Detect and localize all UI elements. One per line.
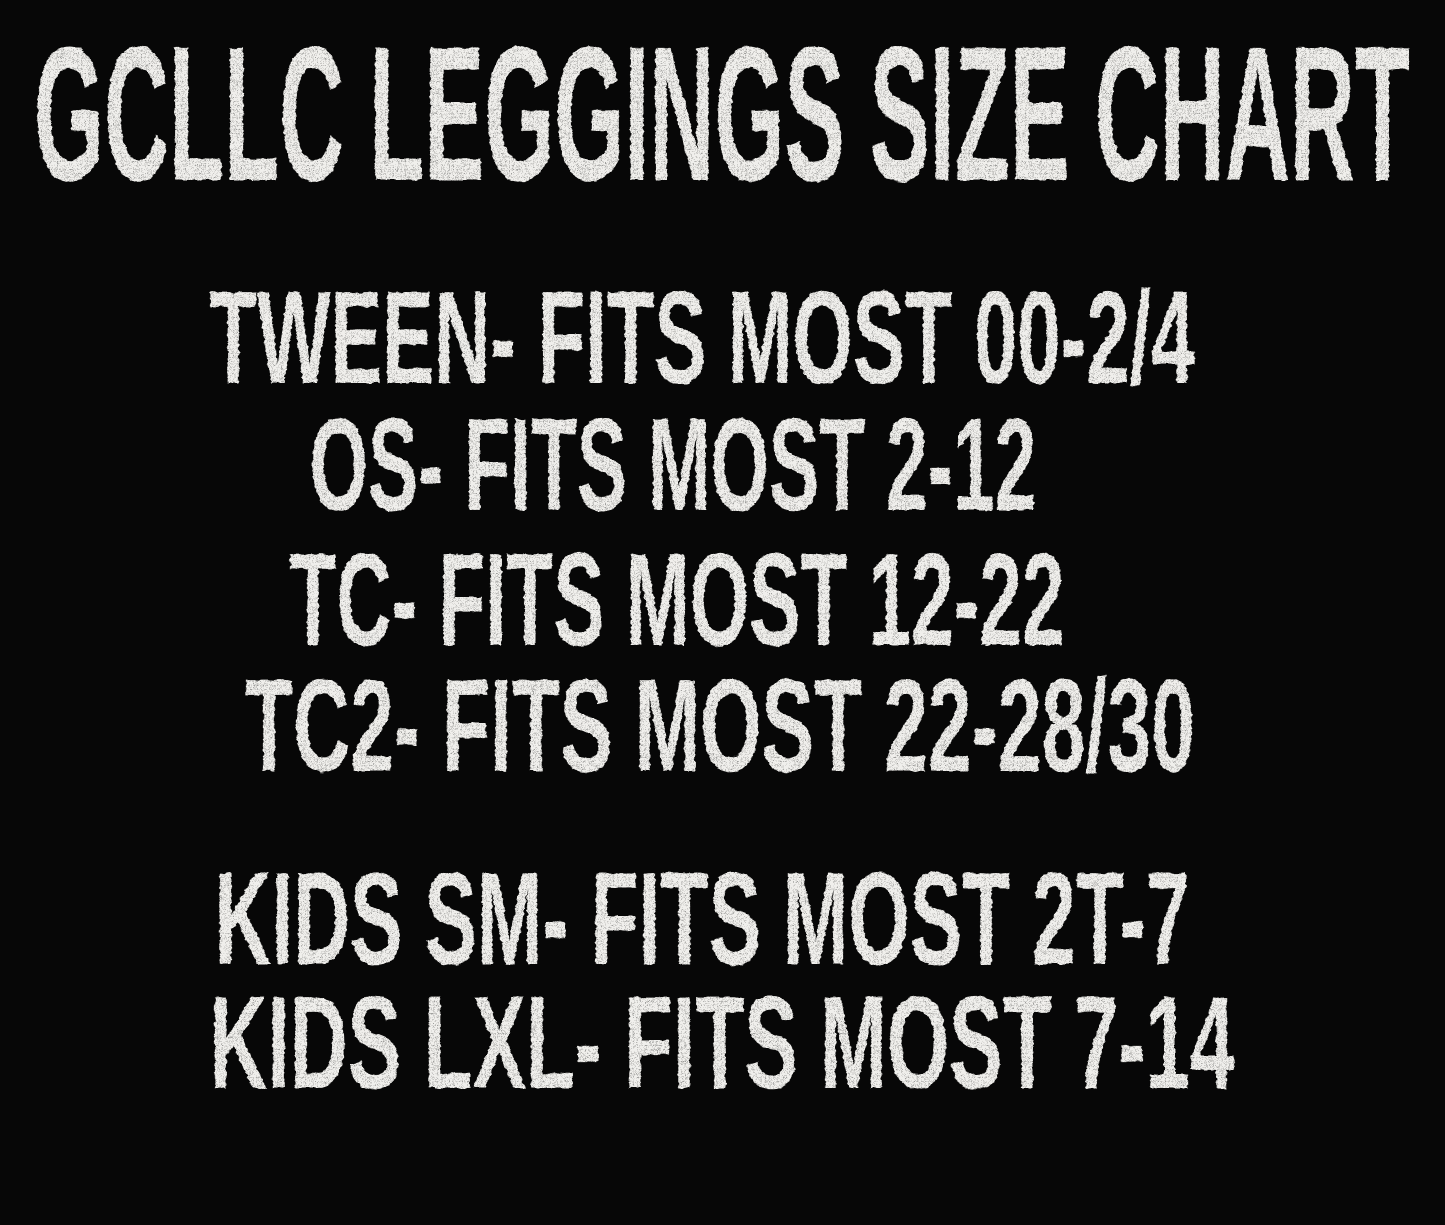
svg-text:TWEEN- FITS MOST 00-2/4: TWEEN- FITS MOST 00-2/4 (210, 264, 1195, 411)
svg-text:OS- FITS MOST 2-12: OS- FITS MOST 2-12 (310, 391, 1037, 538)
svg-text:TC2- FITS MOST 22-28/30: TC2- FITS MOST 22-28/30 (245, 652, 1195, 799)
svg-text:GCLLC LEGGINGS SIZE CHART: GCLLC LEGGINGS SIZE CHART (34, 6, 1410, 221)
svg-text:KIDS LXL- FITS MOST 7-14: KIDS LXL- FITS MOST 7-14 (210, 969, 1235, 1116)
svg-text:TC- FITS MOST 12-22: TC- FITS MOST 12-22 (290, 526, 1065, 673)
